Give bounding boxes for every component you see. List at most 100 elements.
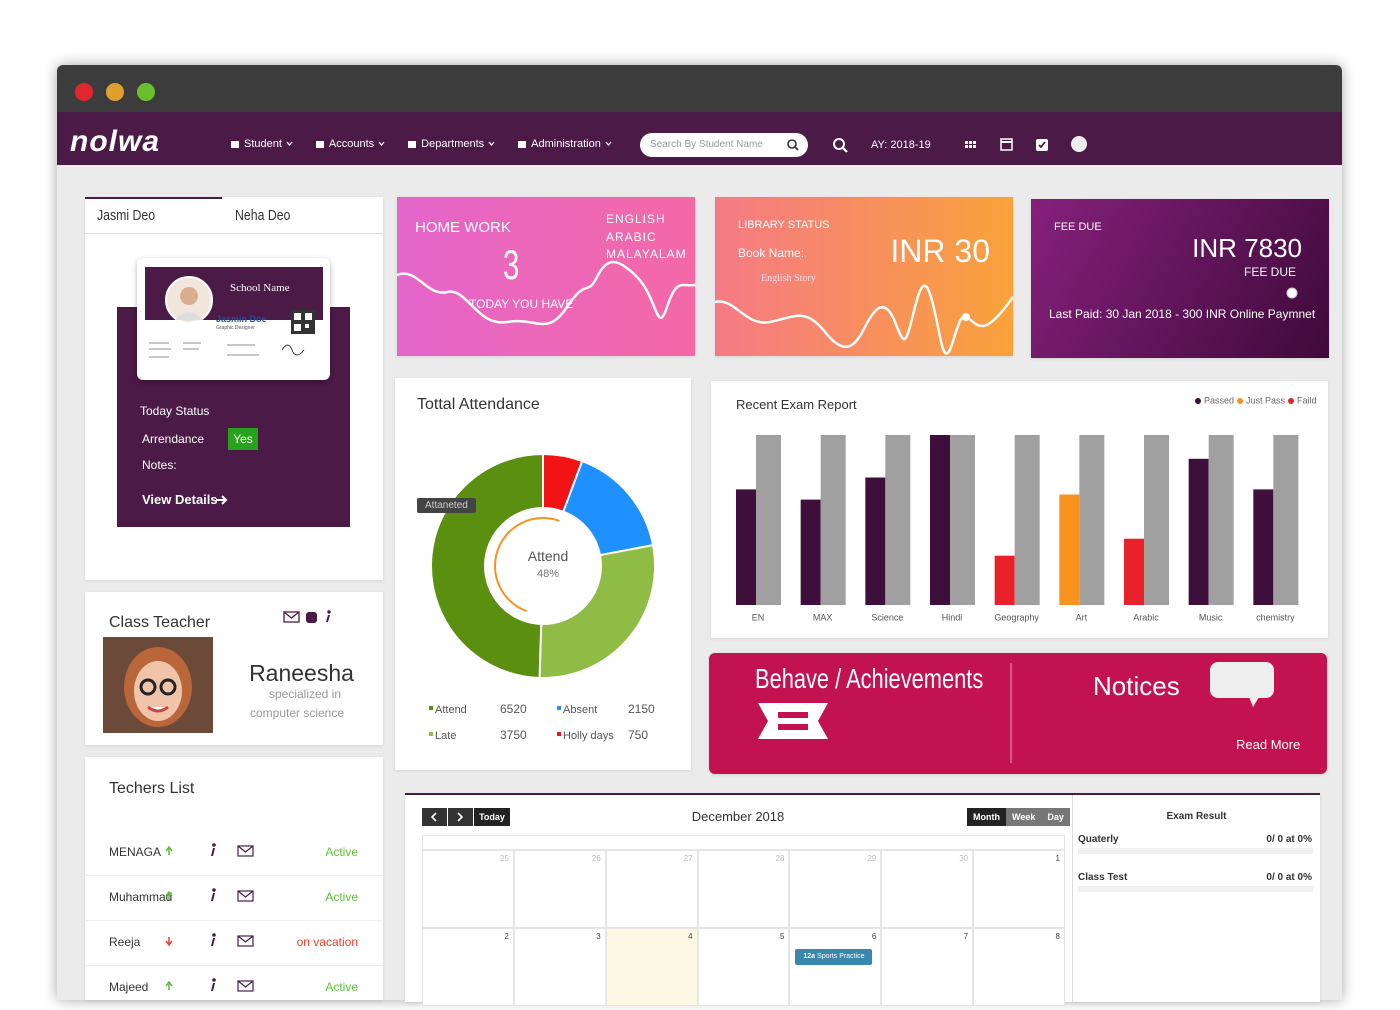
calendar-day[interactable]: 27 [605,850,698,928]
today-button[interactable]: Today [474,808,510,826]
homework-card[interactable]: HOME WORK ENGLISH ARABIC MALAYALAM 3 TOD… [397,197,695,356]
calendar-day[interactable]: 8 [973,928,1065,1006]
bar [1144,435,1169,605]
legend-value: 3750 [500,728,527,742]
teacher-row[interactable]: Majeed Active [85,965,383,1010]
result-bar [1078,886,1313,892]
teacher-row[interactable]: MENAGA Active [85,830,383,876]
search-placeholder: Search By Student Name [650,139,763,150]
chevron-shape [286,141,293,147]
maximize-button[interactable] [137,83,155,101]
teacher-photo [103,637,213,733]
bar [820,435,846,605]
id-photo [165,276,213,324]
nav-menu-item[interactable]: Accounts [315,138,385,150]
minimize-button[interactable] [106,83,124,101]
view-button[interactable]: Day [1041,808,1070,826]
user-avatar[interactable] [1071,136,1087,152]
phone-icon[interactable] [306,612,317,623]
row-icons [165,843,254,857]
academic-year[interactable]: AY: 2018-19 [871,139,931,151]
menu-icon-shape [315,141,324,148]
calendar-day[interactable]: 6 12a Sports Practice [789,928,882,1006]
apps-icon[interactable] [965,141,976,148]
read-more-link[interactable]: Read More [1236,737,1301,752]
nav-menu-item[interactable]: Student [230,138,293,150]
calendar-event[interactable]: 12a Sports Practice [795,949,873,965]
center-value: 48% [537,568,559,580]
chevron [605,141,612,147]
teacher-subject: computer science [249,706,345,720]
notices-title[interactable]: Notices [1093,671,1180,701]
result-name: Class Test [1078,872,1128,883]
calendar-day[interactable]: 7 [881,928,974,1006]
fee-card[interactable]: FEE DUE INR 7830 FEE DUE Last Paid: 30 J… [1031,199,1329,358]
calendar-icon[interactable] [1000,138,1013,151]
search-button[interactable] [832,137,848,153]
calendar-day[interactable]: 28 [697,850,790,928]
nav-menu-item[interactable]: Departments [407,138,495,150]
calendar-day[interactable]: 4 [605,928,698,1006]
calendar-day[interactable]: 5 [697,928,790,1006]
panel-divider [1072,795,1073,1002]
donut-segment [562,459,655,557]
attendance-value: Yes [228,428,258,450]
mail-icon[interactable] [283,611,300,623]
legend-label: Just Pass [1246,395,1286,405]
brand-logo[interactable]: nolwa [70,125,161,158]
calendar-day[interactable]: 25 [422,850,514,928]
teacher-status: Active [325,980,358,994]
view-button[interactable]: Month [967,808,1006,826]
bar [1014,435,1040,605]
calendar-day[interactable]: 1 [973,850,1065,928]
bar [1124,538,1144,605]
day-number: 27 [683,854,693,863]
view-button[interactable]: Week [1006,808,1042,826]
row-icons [165,978,254,992]
last-paid: Last Paid: 30 Jan 2018 - 300 INR Online … [1049,307,1316,321]
legend-label: Attend [435,704,467,716]
nav-menu-item[interactable]: Administration [517,138,612,150]
menu-icon-shape [231,141,239,148]
mail-icon [237,845,254,857]
view-details-link[interactable]: View Details [142,492,218,507]
calendar-day[interactable]: 29 [789,850,882,928]
calendar-day[interactable]: 3 [513,928,606,1006]
student-tab[interactable]: Jasmi Deo [97,207,156,224]
calendar-title: December 2018 [691,809,785,824]
search-box[interactable]: Search By Student Name [640,133,808,157]
mail-icon [237,980,254,992]
wave-decoration [715,284,1013,355]
calendar-day[interactable]: 2 [422,928,514,1006]
teacher-row[interactable]: Muhammad Active [85,875,383,921]
day-number: 8 [1055,932,1060,941]
card-title: HOME WORK [415,219,511,236]
library-card[interactable]: LIBRARY STATUS Book Name: English Story … [715,197,1013,356]
teacher-row[interactable]: Reeja on vacation [85,920,383,966]
bar [1208,435,1234,605]
close-button[interactable] [75,83,93,101]
behave-title[interactable]: Behave / Achievements [755,663,984,694]
calendar-day[interactable]: 26 [513,850,606,928]
student-tab[interactable]: Neha Deo [235,207,291,224]
info-icon [212,978,216,982]
prev-button[interactable] [422,808,447,826]
teacher-name: Reeja [109,935,141,949]
result-score: 0/ 0 at 0% [1266,872,1312,883]
x-tick-label: Science [871,612,903,622]
legend-swatch [429,706,433,710]
teacher-status: on vacation [296,935,358,949]
legend-swatch [557,706,561,710]
info-icon [211,983,215,991]
tab-divider [85,233,383,234]
menu-label: Accounts [328,138,375,150]
x-tick-label: Arabic [1133,612,1159,622]
teacher-name: Majeed [109,980,149,994]
calendar-day[interactable]: 30 [881,850,974,928]
id-qr [291,310,315,334]
next-button[interactable] [448,808,473,826]
calendar-nav [422,808,473,826]
tasks-icon[interactable] [1036,139,1048,151]
info-icon[interactable] [326,610,331,622]
